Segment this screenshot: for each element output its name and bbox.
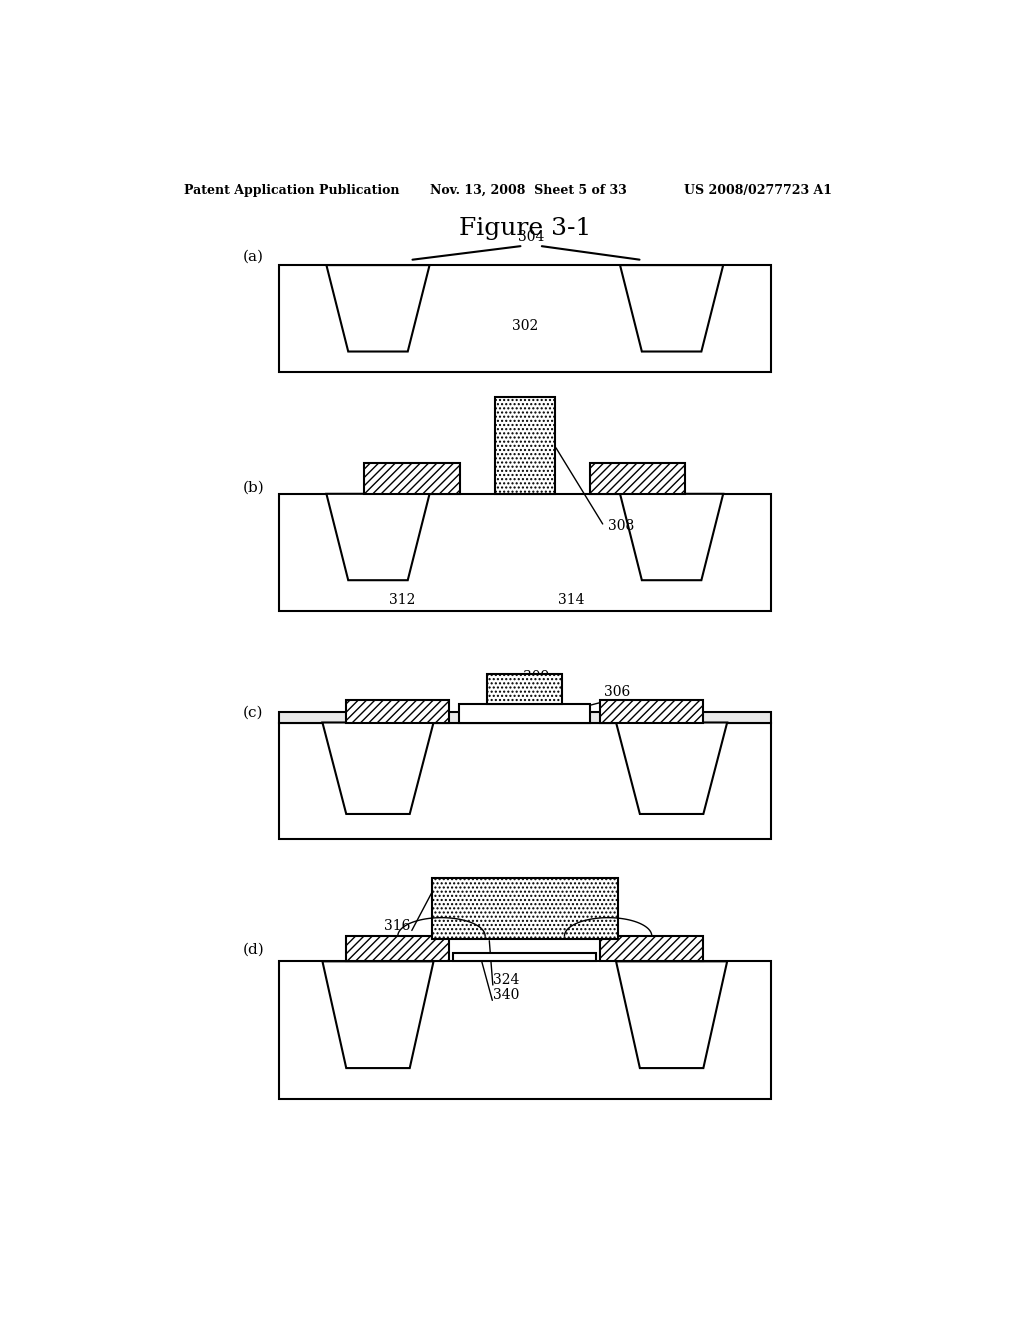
Polygon shape	[616, 722, 727, 814]
Polygon shape	[621, 494, 723, 581]
Polygon shape	[600, 936, 703, 961]
Polygon shape	[616, 961, 727, 1068]
Text: (c): (c)	[243, 705, 263, 719]
Text: 340: 340	[494, 987, 519, 1002]
Bar	[279, 265, 771, 372]
Bar	[495, 397, 555, 494]
Polygon shape	[365, 463, 460, 494]
Text: (b): (b)	[243, 480, 265, 495]
Text: 309: 309	[523, 669, 549, 684]
Polygon shape	[323, 961, 433, 1068]
Text: 316: 316	[384, 919, 411, 933]
Bar	[487, 673, 562, 704]
Bar	[279, 713, 771, 722]
Polygon shape	[327, 494, 430, 581]
Bar	[460, 704, 590, 722]
Bar	[279, 722, 771, 840]
Text: 304: 304	[518, 230, 545, 244]
Text: Patent Application Publication: Patent Application Publication	[183, 183, 399, 197]
Bar	[454, 953, 596, 961]
Text: US 2008/0277723 A1: US 2008/0277723 A1	[684, 183, 831, 197]
Text: 302: 302	[512, 319, 538, 333]
Bar	[279, 961, 771, 1098]
Polygon shape	[621, 265, 723, 351]
Bar	[279, 494, 771, 611]
Text: 306: 306	[604, 685, 631, 700]
Text: 314: 314	[558, 594, 584, 607]
Text: 312: 312	[388, 594, 415, 607]
Text: 325: 325	[591, 924, 616, 939]
Text: 324: 324	[494, 973, 519, 987]
Text: (d): (d)	[243, 942, 265, 957]
Bar	[431, 878, 618, 939]
Polygon shape	[346, 936, 450, 961]
Text: Figure 3-1: Figure 3-1	[459, 218, 591, 240]
Polygon shape	[323, 722, 433, 814]
Text: Nov. 13, 2008  Sheet 5 of 33: Nov. 13, 2008 Sheet 5 of 33	[430, 183, 627, 197]
Polygon shape	[590, 463, 685, 494]
Text: (a): (a)	[243, 249, 264, 264]
Text: 308: 308	[608, 519, 635, 533]
Polygon shape	[327, 265, 430, 351]
Polygon shape	[346, 700, 450, 722]
Polygon shape	[600, 700, 703, 722]
